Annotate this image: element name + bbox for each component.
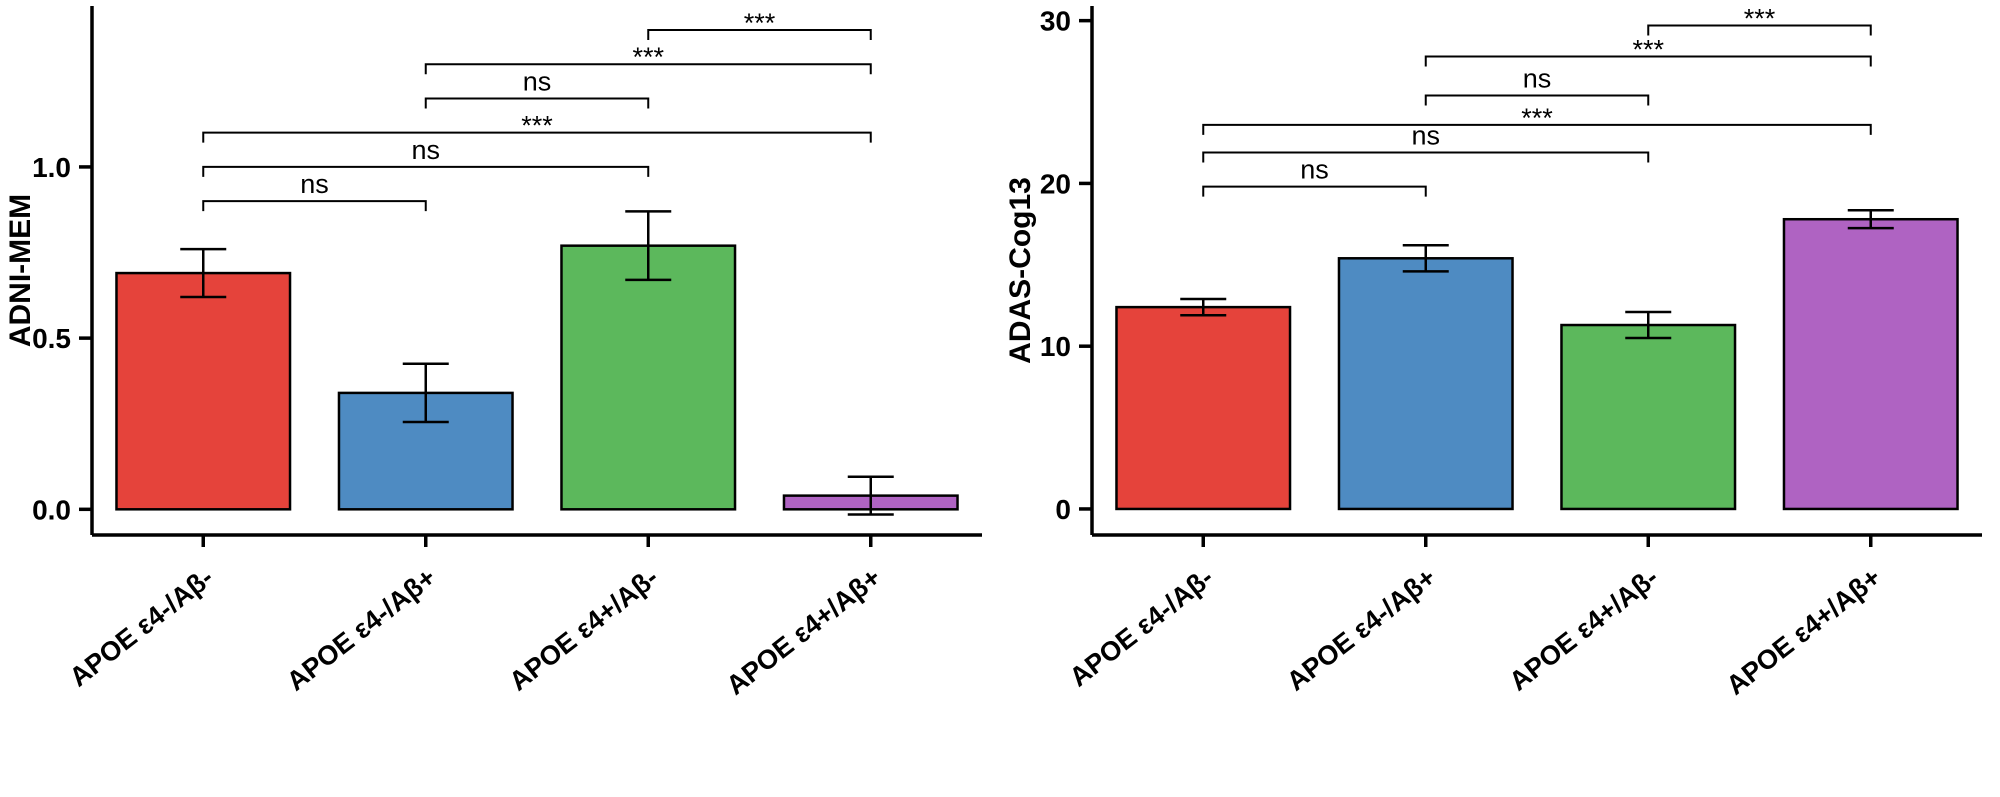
bar-1 <box>1115 305 1292 511</box>
x-category-label: APOE ε4-/Aβ+ <box>1281 562 1441 697</box>
significance-bracket <box>202 131 872 143</box>
bar-2 <box>1337 257 1514 511</box>
y-tick-label: 0.0 <box>32 494 71 525</box>
significance-bracket <box>1647 24 1872 36</box>
adas-cog13-chart: 0 10 20 30 APOE ε4-/Aβ- APOE ε4-/Aβ+ APOE ε4+/… <box>1004 4 1982 701</box>
y-axis-title: ADAS-Cog13 <box>1004 177 1037 364</box>
significance-bracket <box>1202 123 1872 135</box>
significance-bracket <box>424 63 872 75</box>
y-tick-label: 30 <box>1040 6 1071 37</box>
significance-bracket <box>202 165 650 177</box>
x-category-label: APOE ε4+/Aβ- <box>504 562 664 697</box>
significance-bracket <box>1202 185 1427 197</box>
significance-label: ns <box>300 169 329 199</box>
significance-bracket <box>647 28 872 40</box>
significance-bracket <box>424 97 650 109</box>
significance-label: *** <box>632 42 664 72</box>
significance-bracket <box>1424 55 1872 67</box>
adni-mem-chart: 0.0 0.5 1.0 APOE ε4-/Aβ- APOE ε4-/Aβ+ APOE ε4… <box>4 6 982 701</box>
y-tick-label: 0 <box>1055 494 1071 525</box>
bar-1 <box>115 271 292 511</box>
significance-label: ns <box>1523 64 1552 94</box>
significance-label: ns <box>1300 155 1329 185</box>
x-category-label: APOE ε4+/Aβ+ <box>1721 562 1887 701</box>
x-category-label: APOE ε4-/Aβ- <box>1064 562 1219 692</box>
x-category-label: APOE ε4-/Aβ+ <box>281 562 441 697</box>
significance-bracket <box>1424 94 1650 106</box>
y-tick-label: 1.0 <box>32 152 71 183</box>
significance-label: *** <box>521 111 553 141</box>
bar-3 <box>1560 323 1737 511</box>
x-category-label: APOE ε4-/Aβ- <box>64 562 219 692</box>
y-axis-title: ADNI-MEM <box>4 194 37 347</box>
significance-label: *** <box>1632 34 1664 64</box>
y-tick-label: 20 <box>1040 168 1071 199</box>
significance-bracket <box>202 200 427 212</box>
y-tick-label: 0.5 <box>32 323 71 354</box>
significance-label: *** <box>1744 4 1776 34</box>
bar-4 <box>1782 217 1959 511</box>
significance-bracket <box>1202 151 1650 163</box>
significance-label: *** <box>744 8 776 38</box>
bar-3 <box>560 244 737 511</box>
significance-label: ns <box>523 66 552 96</box>
significance-label: ns <box>411 135 440 165</box>
significance-label: *** <box>1521 103 1553 133</box>
x-category-label: APOE ε4+/Aβ+ <box>721 562 887 701</box>
x-category-label: APOE ε4+/Aβ- <box>1504 562 1664 697</box>
y-tick-label: 10 <box>1040 331 1071 362</box>
